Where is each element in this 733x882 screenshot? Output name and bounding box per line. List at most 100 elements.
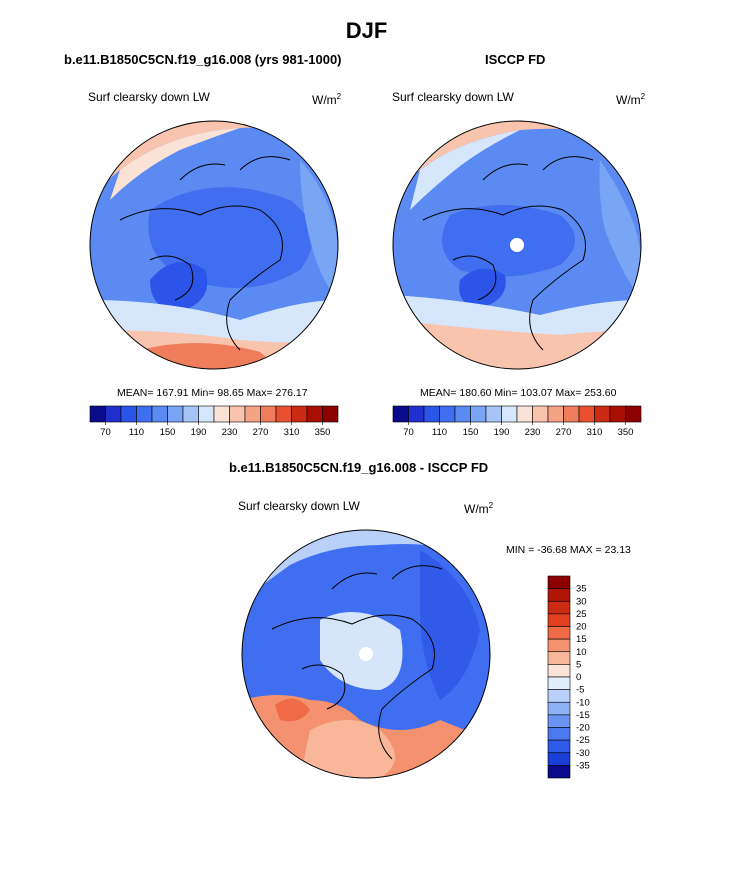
colorbar-swatch [151, 405, 168, 423]
map3-coast [271, 565, 443, 760]
colorbar-tick-label: -20 [576, 723, 590, 734]
colorbar-tick-label: 310 [587, 427, 603, 438]
panel1-units: W/m2 [312, 92, 342, 107]
colorbar-swatch [198, 405, 215, 423]
colorbar-tick-label: 35 [576, 584, 587, 595]
colorbar-tick-label: 110 [432, 427, 447, 438]
colorbar-swatch [563, 405, 580, 423]
colorbar-swatch [625, 405, 642, 423]
panel1-min: 98.65 [217, 387, 244, 399]
map1 [90, 121, 338, 369]
colorbar-tick-label: 30 [576, 596, 587, 607]
colorbar-swatch [547, 676, 571, 690]
colorbar-tick-label: 70 [100, 427, 111, 438]
map2-coast [422, 156, 594, 351]
colorbar-tick-label: 270 [556, 427, 572, 438]
colorbar-tick-label: 10 [576, 647, 587, 658]
colorbar-tick-label: 350 [315, 427, 331, 438]
colorbar-swatch [578, 405, 595, 423]
map2-outline [392, 120, 642, 370]
colorbar-swatch [547, 651, 571, 665]
colorbar-swatch [291, 405, 308, 423]
map1-warm-top-light [110, 128, 240, 200]
colorbar-swatch [470, 405, 487, 423]
colorbar-swatch [516, 405, 533, 423]
colorbar-swatch [547, 626, 571, 640]
colorbar-swatch [322, 405, 339, 423]
panel3-units: W/m2 [464, 501, 494, 516]
map1-light-right [300, 160, 338, 300]
colorbar-swatch [306, 405, 323, 423]
colorbar-tick-label: -15 [576, 710, 590, 721]
colorbar-tick-label: 270 [253, 427, 269, 438]
colorbar-swatch [260, 405, 277, 423]
colorbar-tick-label: -5 [576, 685, 584, 696]
map3 [242, 530, 490, 778]
panel2-mean: 180.60 [459, 387, 492, 399]
colorbar-swatch [547, 613, 571, 627]
colorbar-tick-label: 150 [463, 427, 479, 438]
colorbar-tick-label: 20 [576, 622, 587, 633]
colorbar-tick-label: 310 [284, 427, 300, 438]
map3-dark-patch [420, 550, 480, 700]
colorbar-swatch [547, 689, 571, 703]
panel3-stats: MIN = -36.68 MAX = 23.13 [506, 544, 631, 556]
colorbar-swatch [213, 405, 230, 423]
colorbar-swatch [547, 588, 571, 602]
colorbar-swatch [229, 405, 246, 423]
map2-pole-gap [510, 238, 524, 252]
map2 [393, 121, 641, 369]
colorbar-tick-label: -10 [576, 697, 590, 708]
panel2-max: 253.60 [584, 387, 617, 399]
colorbar-tick-label: -30 [576, 748, 590, 759]
colorbar-tick-label: 110 [129, 427, 144, 438]
colorbar-tick-label: 230 [222, 427, 238, 438]
colorbar-swatch [275, 405, 292, 423]
map3-outline [241, 529, 491, 779]
map2-warm-top [393, 121, 641, 190]
colorbar-swatch [167, 405, 184, 423]
colorbar-swatch [547, 638, 571, 653]
colorbar-swatch [547, 575, 571, 589]
panel2-units: W/m2 [616, 92, 646, 107]
colorbar-tick-label: 70 [403, 427, 414, 438]
colorbar-tick-label: 5 [576, 659, 581, 670]
colorbar-swatch [136, 405, 153, 423]
colorbar-swatch [547, 600, 571, 615]
map3-pole-gap [359, 647, 373, 661]
map3-warm-light [300, 720, 395, 778]
colorbar-swatch [594, 405, 611, 423]
panel3-title: b.e11.B1850C5CN.f19_g16.008 - ISCCP FD [229, 460, 489, 475]
colorbar-tick-label: 190 [191, 427, 207, 438]
colorbar-tick-label: 150 [160, 427, 176, 438]
colorbar-swatch [609, 405, 626, 423]
colorbar-swatch [547, 739, 571, 754]
colorbar-swatch [408, 405, 425, 423]
colorbar-swatch [423, 405, 440, 423]
panel1-max: 276.17 [275, 387, 308, 399]
colorbar-tick-label: 350 [618, 427, 634, 438]
map1-warm-top [90, 121, 338, 195]
colorbar-swatch [244, 405, 261, 423]
colorbar-swatch [547, 701, 571, 716]
colorbar-swatch [547, 714, 571, 728]
map3-hot-left [275, 698, 310, 722]
page-title: DJF [345, 18, 388, 43]
colorbar-tick-label: 25 [576, 609, 587, 620]
colorbar-swatch [501, 405, 518, 423]
colorbar-tick-label: 15 [576, 634, 587, 645]
colorbar-swatch [485, 405, 502, 423]
colorbar-swatch [105, 405, 122, 423]
panel2-stats: MEAN= 180.60 Min= 103.07 Max= 253.60 [420, 387, 617, 399]
map2-cold-core [459, 268, 506, 308]
map1-outline [89, 120, 339, 370]
colorbar-tick-label: 190 [494, 427, 510, 438]
panel3-variable: Surf clearsky down LW [238, 499, 360, 513]
colorbar-panel2: 70 110 150 190 230 270 310 350 [392, 405, 642, 438]
map1-cold-center [148, 187, 313, 288]
colorbar-swatch [547, 765, 571, 779]
map2-light-right [599, 160, 641, 300]
colorbar-swatch [182, 405, 199, 423]
colorbar-swatch [454, 405, 471, 423]
